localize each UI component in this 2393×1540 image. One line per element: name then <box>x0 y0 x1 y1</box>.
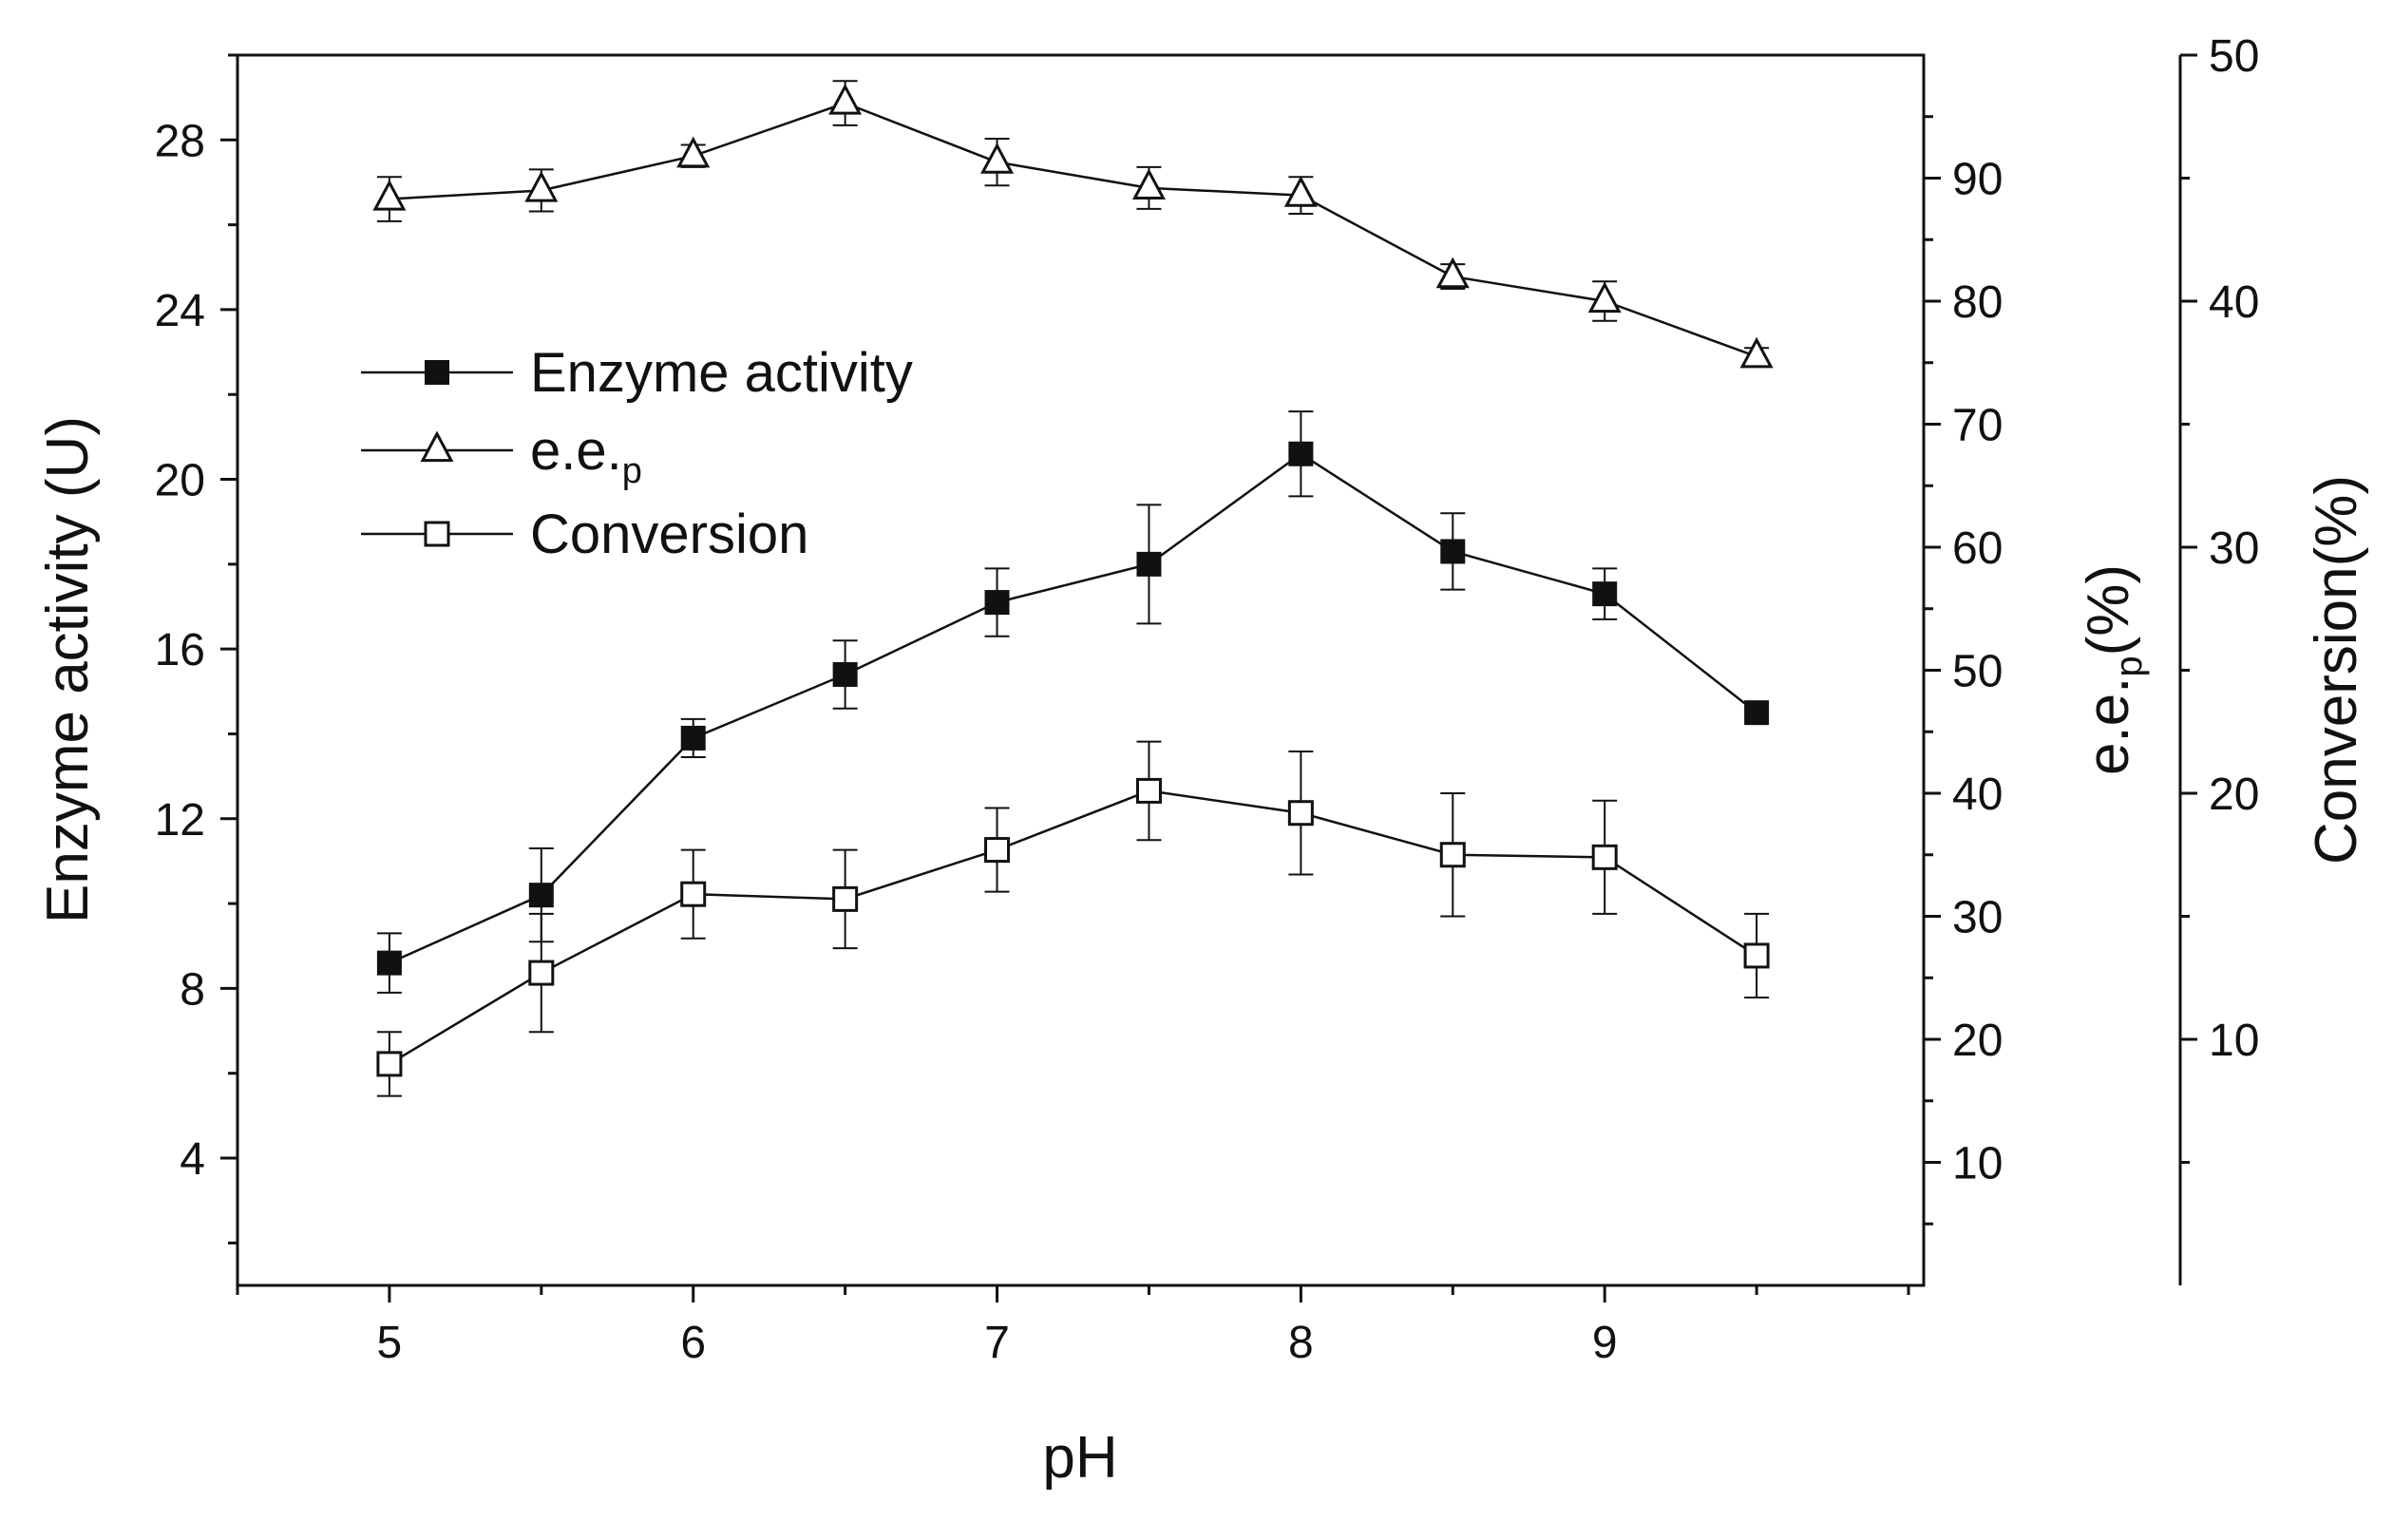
data-point <box>986 839 1009 862</box>
ee-tick-label: 30 <box>1952 893 2003 943</box>
data-point <box>1593 846 1616 868</box>
conv-tick-label: 50 <box>2209 31 2259 82</box>
x-axis-title: pH <box>1042 1425 1117 1491</box>
data-point <box>986 591 1009 614</box>
left-tick-label: 20 <box>155 456 205 506</box>
series-e-e-p <box>375 81 1771 367</box>
data-point <box>834 663 857 686</box>
data-point <box>834 887 857 910</box>
legend-marker <box>423 434 451 461</box>
data-point <box>1590 285 1619 312</box>
legend-marker <box>426 361 448 384</box>
legend-label: Conversion <box>530 504 808 565</box>
axes-layer: 5 6 7 8 9 4 8 12 16 20 24 28 10 20 30 40 50 60 70 80 90 10 20 3… <box>155 31 2260 1368</box>
data-point <box>1441 540 1464 562</box>
conv-tick-label: 30 <box>2209 523 2259 574</box>
ee-tick-label: 20 <box>1952 1016 2003 1066</box>
left-tick-label: 24 <box>155 286 205 336</box>
y-axis-title-enzyme: Enzyme activity (U) <box>35 416 101 923</box>
x-tick-label: 6 <box>680 1318 706 1368</box>
data-point <box>530 961 553 984</box>
y-axis-title-ee: e.e.p(%) <box>2076 564 2150 775</box>
data-point <box>1745 944 1768 967</box>
ee-tick-label: 50 <box>1952 647 2003 697</box>
data-point <box>1137 779 1160 802</box>
data-point <box>1289 443 1312 466</box>
data-point <box>375 182 404 209</box>
legend-item: Conversion <box>361 504 808 565</box>
data-point <box>1134 172 1163 199</box>
chart-canvas: 5 6 7 8 9 4 8 12 16 20 24 28 10 20 30 40 50 60 70 80 90 10 20 3… <box>0 0 2393 1540</box>
conv-tick-label: 10 <box>2209 1016 2259 1066</box>
legend-label: Enzyme activity <box>530 342 913 404</box>
y-axis-title-ee-tail: (%) <box>2076 564 2141 656</box>
series-line <box>389 790 1757 1063</box>
y-axis-title-conversion: Conversion(%) <box>2304 475 2369 865</box>
data-point <box>831 86 860 113</box>
data-point <box>1745 701 1768 724</box>
left-tick-label: 16 <box>155 625 205 675</box>
left-tick-label: 8 <box>180 964 205 1015</box>
legend-label-main: Conversion <box>530 504 808 565</box>
legend-label-main: e.e. <box>530 420 622 482</box>
ee-tick-label: 10 <box>1952 1139 2003 1189</box>
data-point <box>1286 179 1315 205</box>
ee-tick-label: 40 <box>1952 770 2003 820</box>
left-tick-label: 28 <box>155 116 205 166</box>
x-tick-label: 7 <box>984 1318 1010 1368</box>
ee-tick-label: 70 <box>1952 401 2003 451</box>
legend-item: e.e.p <box>361 420 642 491</box>
legend-label-main: Enzyme activity <box>530 342 913 404</box>
ee-tick-label: 80 <box>1952 277 2003 328</box>
data-point <box>682 727 705 750</box>
x-tick-label: 8 <box>1288 1318 1314 1368</box>
legend-label: e.e.p <box>530 420 642 491</box>
data-point <box>1289 802 1312 825</box>
data-point <box>1441 844 1464 866</box>
ee-tick-label: 60 <box>1952 523 2003 574</box>
legend-marker <box>426 523 448 545</box>
series-enzyme-activity <box>377 411 1768 993</box>
data-point <box>1137 553 1160 576</box>
data-point <box>378 952 401 975</box>
conv-tick-label: 40 <box>2209 277 2259 328</box>
series-line <box>389 104 1757 357</box>
y-axis-title-ee-sub: p <box>2108 656 2150 676</box>
x-tick-label: 5 <box>377 1318 403 1368</box>
data-point <box>1593 582 1616 605</box>
data-point <box>530 884 553 906</box>
ee-tick-label: 90 <box>1952 155 2003 205</box>
conv-tick-label: 20 <box>2209 770 2259 820</box>
data-point <box>682 883 705 905</box>
plot-frame <box>237 55 1924 1285</box>
series-layer <box>375 81 1771 1095</box>
data-point <box>378 1053 401 1075</box>
left-tick-label: 4 <box>180 1134 205 1185</box>
left-tick-label: 12 <box>155 795 205 846</box>
legend-item: Enzyme activity <box>361 342 913 404</box>
legend-label-sub: p <box>622 451 642 491</box>
legend: Enzyme activity e.e.p Conversion <box>361 342 913 565</box>
x-tick-label: 9 <box>1592 1318 1618 1368</box>
y-axis-title-ee-main: e.e. <box>2076 677 2141 775</box>
series-conversion <box>377 742 1769 1096</box>
